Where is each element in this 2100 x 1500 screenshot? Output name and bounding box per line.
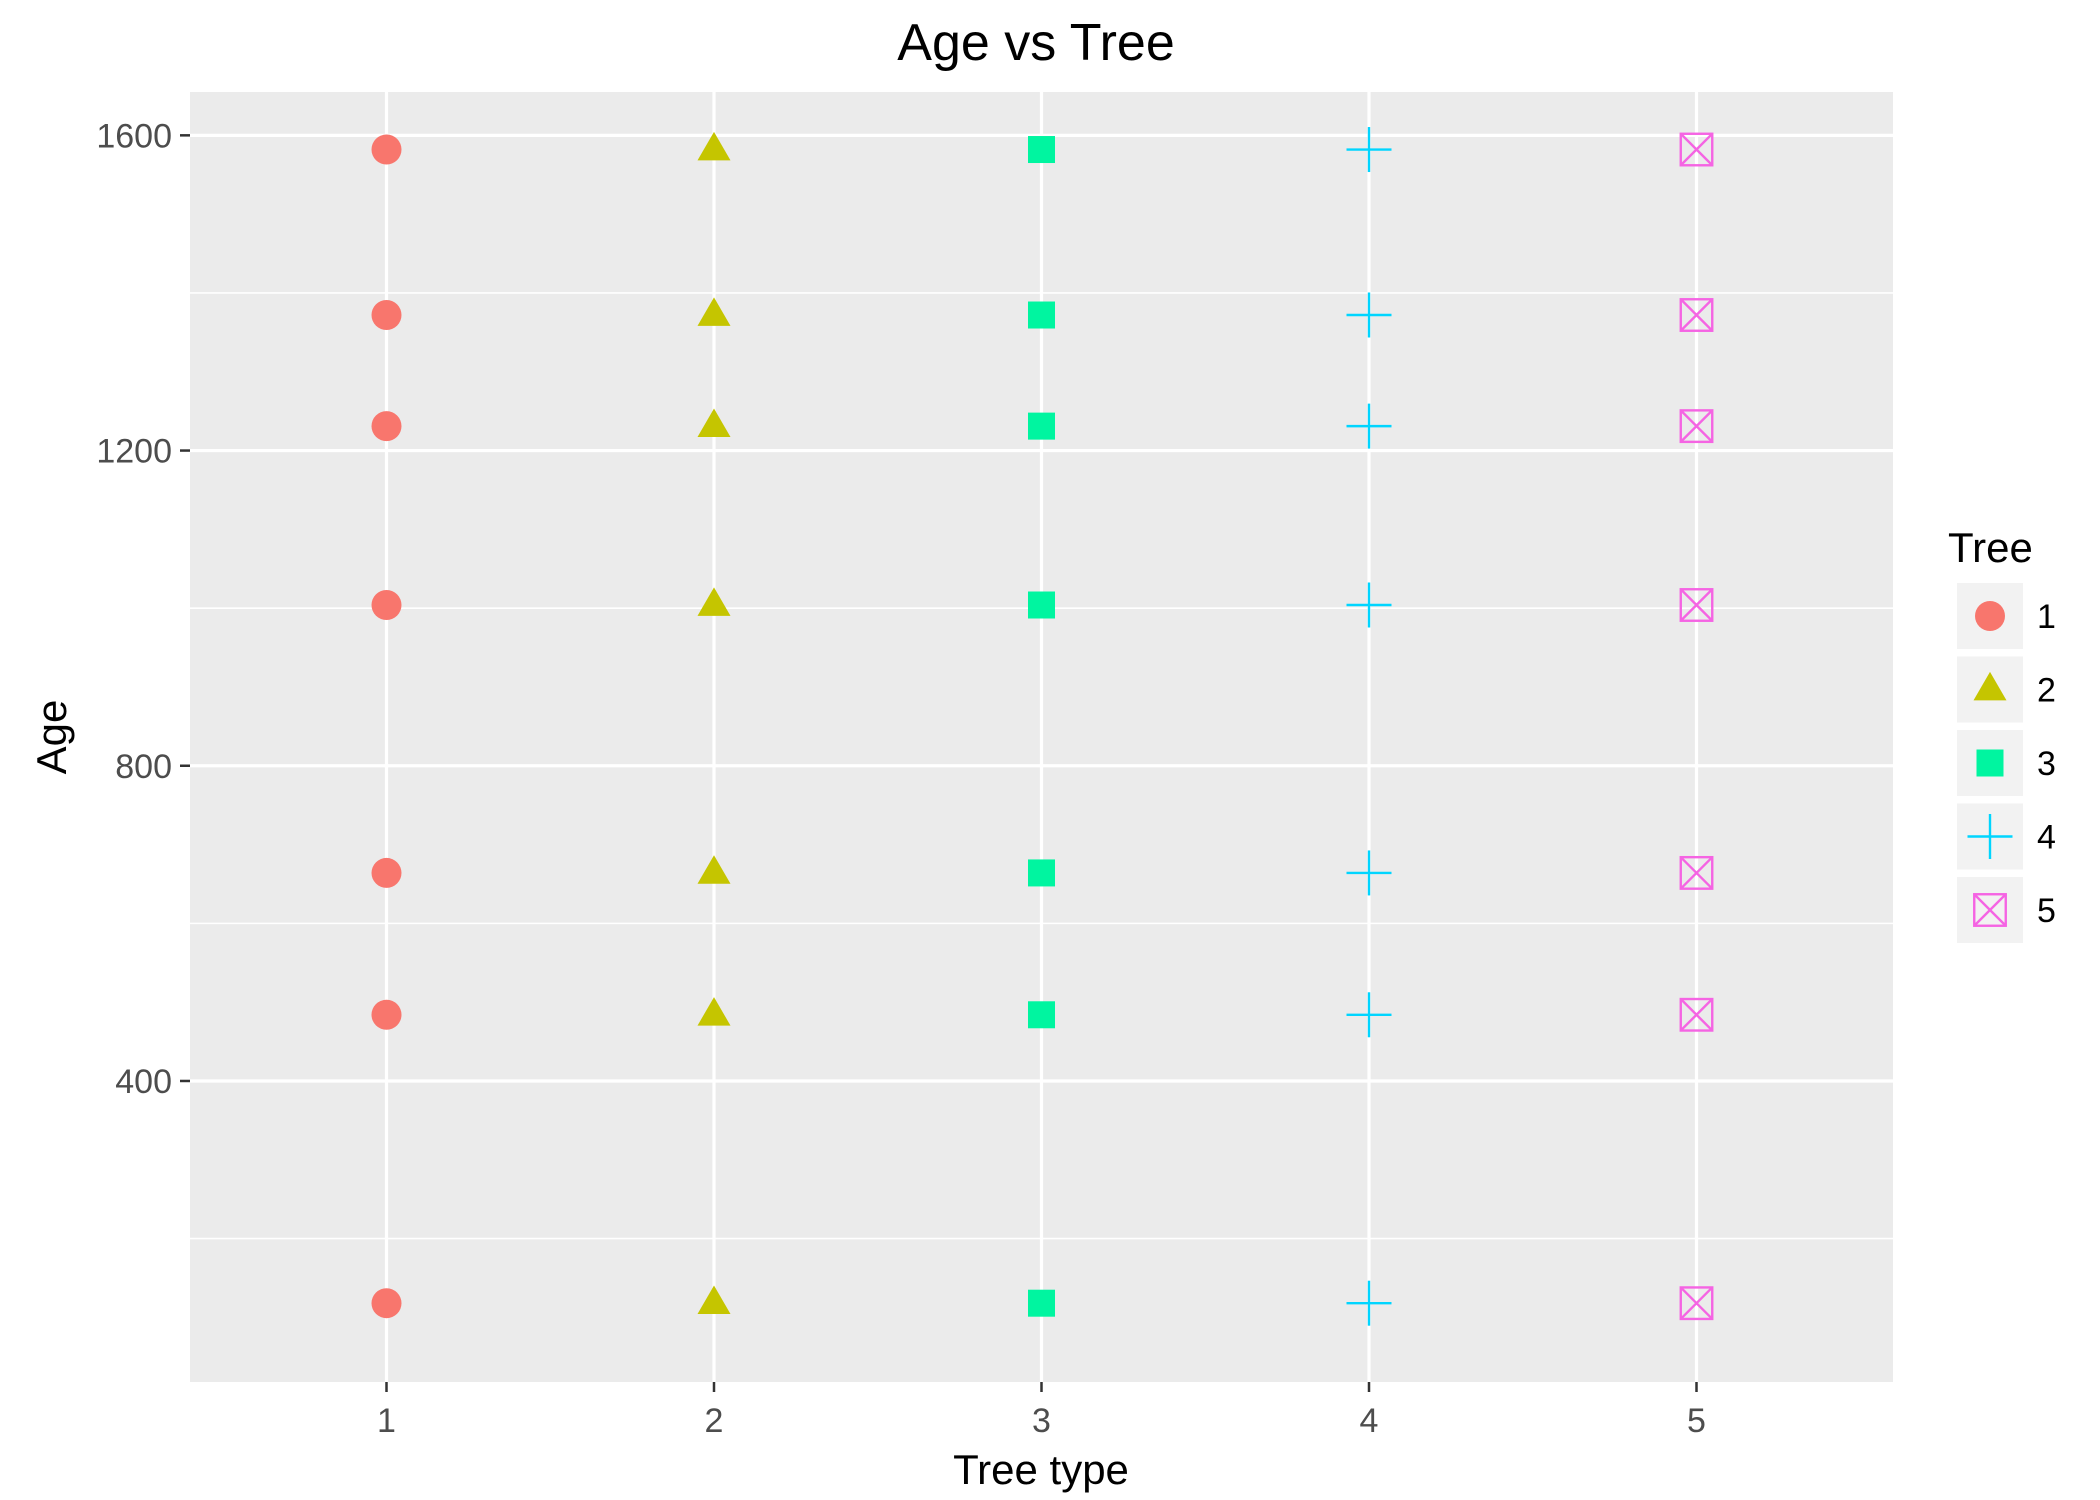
- legend-label: 1: [2037, 598, 2056, 636]
- point-series-1: [371, 411, 402, 442]
- point-series-5: [1679, 997, 1714, 1032]
- point-series-3: [1028, 1289, 1055, 1317]
- point-series-4: [1346, 582, 1392, 628]
- point-series-4: [1346, 292, 1392, 338]
- y-tick-label: 1200: [96, 433, 172, 471]
- legend-label: 5: [2037, 892, 2056, 930]
- point-series-5: [1679, 1286, 1714, 1321]
- point-series-2: [697, 587, 731, 616]
- legend-key-3: [1976, 749, 2004, 777]
- y-axis: 400 800 1200 1600: [96, 117, 190, 1101]
- point-series-5: [1679, 298, 1714, 332]
- legend-keys: 1 2 3 4 5: [1957, 583, 2056, 943]
- y-tick-label: 1600: [96, 117, 172, 155]
- legend-item-2: 2: [1957, 656, 2056, 723]
- point-series-1: [371, 134, 402, 165]
- point-series-3: [1028, 1001, 1055, 1029]
- legend-key-5: [1973, 893, 2007, 927]
- point-series-2: [697, 855, 731, 884]
- point-series-2: [697, 997, 731, 1026]
- legend: Tree 1 2 3 4 5: [1948, 524, 2056, 943]
- point-series-3: [1028, 301, 1055, 329]
- point-series-4: [1346, 1280, 1392, 1326]
- legend-label: 3: [2037, 745, 2056, 783]
- x-tick-label: 3: [1032, 1402, 1051, 1440]
- x-axis: 1 2 3 4 5: [377, 1382, 1706, 1440]
- y-tick-label: 800: [115, 748, 172, 786]
- x-tick-label: 2: [705, 1402, 724, 1440]
- point-series-1: [371, 857, 402, 888]
- point-series-4: [1346, 992, 1392, 1038]
- legend-item-1: 1: [1957, 583, 2056, 649]
- point-series-4: [1346, 850, 1392, 896]
- legend-label: 2: [2037, 672, 2056, 710]
- x-axis-title: Tree type: [953, 1446, 1129, 1493]
- point-series-3: [1028, 412, 1055, 440]
- point-series-3: [1028, 859, 1055, 887]
- legend-key-2: [1973, 671, 2007, 701]
- point-series-5: [1679, 409, 1714, 444]
- point-series-3: [1028, 136, 1055, 164]
- point-series-2: [697, 408, 731, 437]
- point-series-5: [1679, 855, 1714, 890]
- legend-key-4: [1967, 814, 2013, 859]
- point-series-1: [371, 1288, 402, 1319]
- legend-key-1: [1975, 601, 2005, 631]
- y-axis-title: Age: [28, 700, 75, 775]
- point-series-5: [1679, 132, 1714, 167]
- legend-item-4: 4: [1957, 803, 2056, 870]
- data-points: [371, 127, 1714, 1326]
- point-series-3: [1028, 591, 1055, 619]
- point-series-4: [1346, 403, 1392, 449]
- legend-title: Tree: [1948, 524, 2033, 571]
- legend-item-5: 5: [1957, 877, 2056, 943]
- y-tick-label: 400: [115, 1063, 172, 1101]
- point-series-2: [697, 131, 731, 161]
- legend-label: 4: [2037, 819, 2056, 857]
- point-series-4: [1346, 127, 1392, 173]
- point-series-1: [371, 300, 402, 331]
- point-series-1: [371, 999, 402, 1030]
- x-tick-label: 4: [1360, 1402, 1379, 1440]
- point-series-1: [371, 590, 402, 621]
- point-series-2: [697, 1285, 731, 1315]
- x-tick-label: 5: [1687, 1402, 1706, 1440]
- point-series-2: [697, 297, 731, 326]
- legend-item-3: 3: [1957, 730, 2056, 796]
- x-tick-label: 1: [377, 1402, 396, 1440]
- point-series-5: [1679, 588, 1714, 622]
- chart-title: Age vs Tree: [897, 14, 1174, 72]
